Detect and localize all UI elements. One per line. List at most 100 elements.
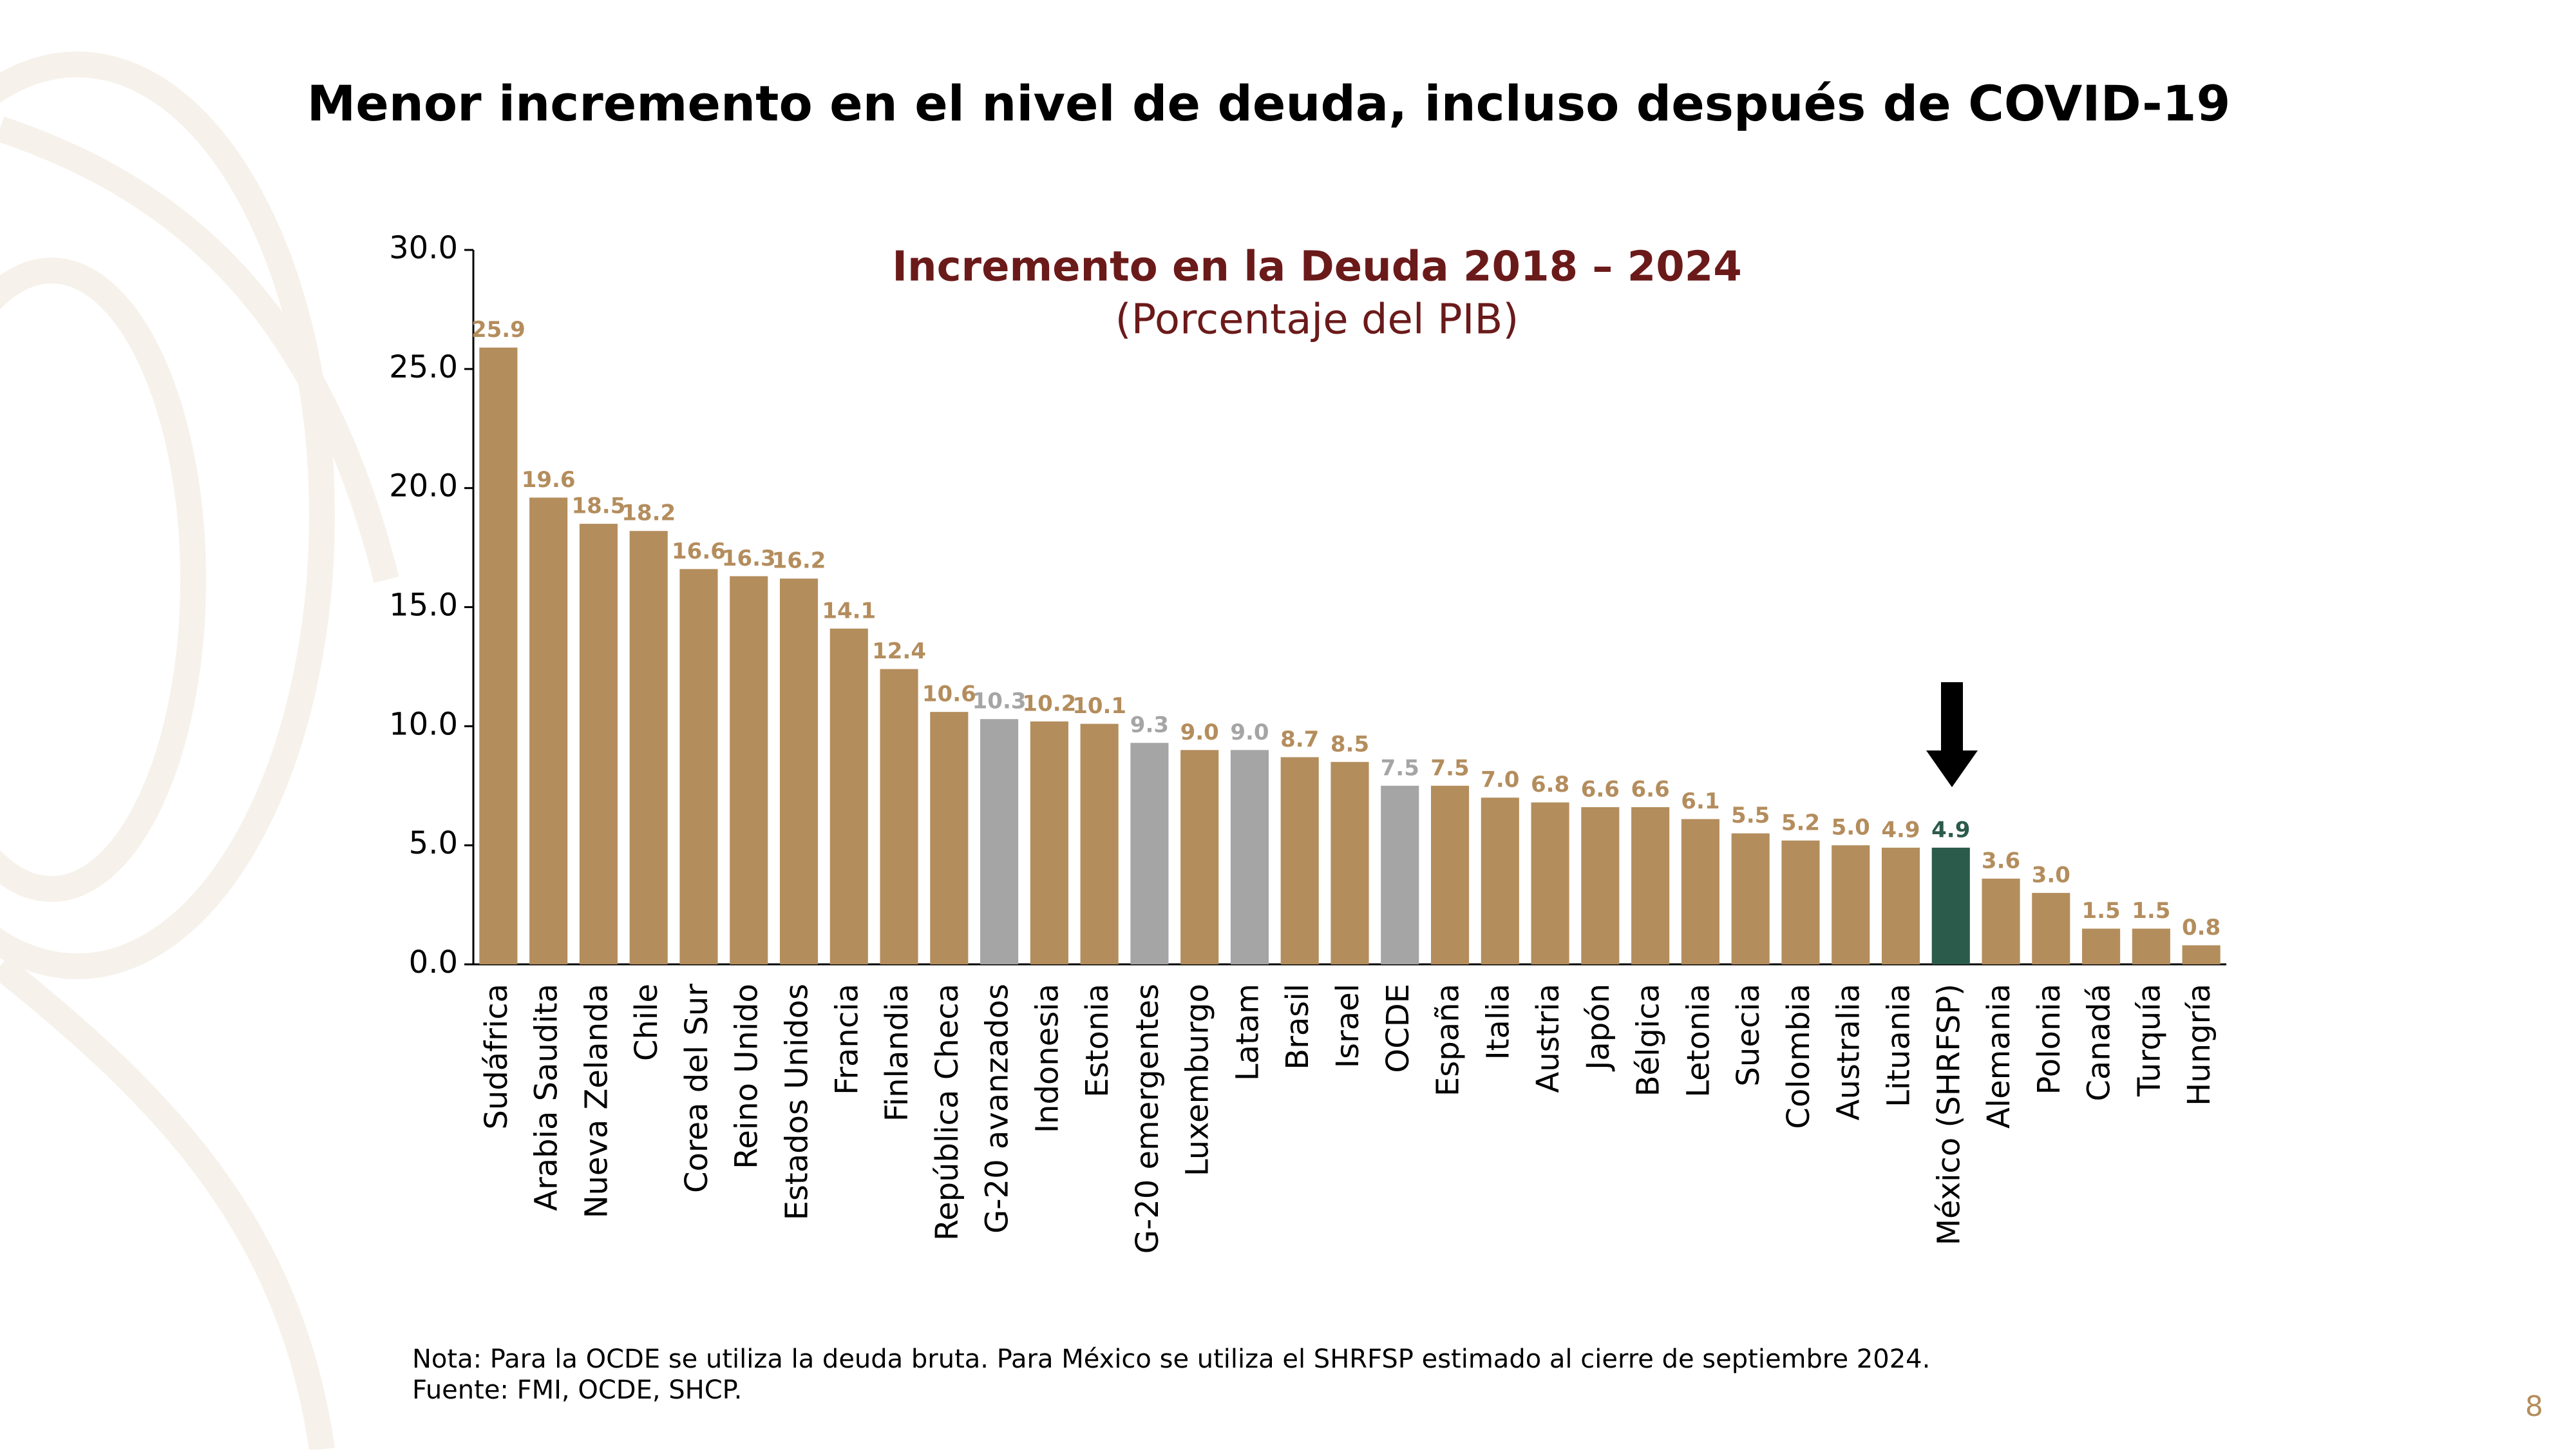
x-tick-label: Chile <box>629 984 665 1061</box>
bar <box>1180 750 1219 964</box>
x-tick-label: Bélgica <box>1631 984 1667 1096</box>
value-label: 18.2 <box>621 501 676 526</box>
x-tick-label: Polonia <box>2031 984 2067 1094</box>
value-label: 16.3 <box>722 546 776 571</box>
bar <box>1080 723 1119 964</box>
value-label: 3.0 <box>2032 863 2070 888</box>
background-pattern <box>0 52 399 1451</box>
bar <box>2132 928 2170 964</box>
bar <box>1280 757 1319 964</box>
value-label: 16.6 <box>672 539 726 564</box>
x-tick-label: Arabia Saudita <box>529 984 565 1211</box>
value-label: 10.2 <box>1022 691 1076 716</box>
value-label: 7.5 <box>1430 755 1469 781</box>
value-label: 6.1 <box>1681 788 1719 814</box>
bar <box>880 669 918 964</box>
value-label: 5.0 <box>1832 815 1870 841</box>
bar <box>1982 878 2020 964</box>
value-label: 1.5 <box>2081 898 2120 924</box>
bar <box>1030 721 1068 964</box>
bar <box>679 569 718 964</box>
arrow-head <box>1926 750 1978 787</box>
bar <box>1331 761 1369 964</box>
bar <box>829 628 868 964</box>
x-tick-label: Japón <box>1580 984 1616 1072</box>
x-tick-label: México (SHRFSP) <box>1931 984 1967 1245</box>
value-label: 8.7 <box>1280 727 1319 752</box>
slide-title: Menor incremento en el nivel de deuda, i… <box>307 75 2231 132</box>
x-tick-label: Austria <box>1530 984 1566 1093</box>
x-tick-label: Reino Unido <box>729 984 765 1169</box>
bar <box>1381 785 1419 964</box>
value-label: 4.9 <box>1881 817 1920 843</box>
y-tick-label: 5.0 <box>409 825 458 861</box>
chart-title: Incremento en la Deuda 2018 – 2024 <box>892 244 1742 291</box>
y-tick-label: 25.0 <box>389 349 458 385</box>
y-tick-label: 30.0 <box>389 230 458 266</box>
x-tick-label: Nueva Zelanda <box>578 984 614 1218</box>
bar <box>1581 807 1620 964</box>
chart-subtitle: (Porcentaje del PIB) <box>1115 296 1519 344</box>
x-tick-label: OCDE <box>1380 984 1416 1073</box>
bar <box>1931 847 1970 964</box>
x-tick-label: Lituania <box>1880 984 1917 1107</box>
bar <box>629 531 668 964</box>
bar <box>1781 840 1820 964</box>
value-label: 3.6 <box>1982 848 2020 874</box>
bar <box>730 576 768 964</box>
value-label: 10.1 <box>1072 693 1126 719</box>
x-tick-label: Canadá <box>2081 984 2117 1102</box>
bar <box>1681 819 1719 964</box>
bar <box>779 578 819 964</box>
bar <box>1430 785 1470 964</box>
value-label: 6.6 <box>1581 777 1620 803</box>
bar <box>2182 945 2221 964</box>
value-label: 0.8 <box>2182 915 2221 941</box>
bar <box>529 497 568 964</box>
x-tick-label: Letonia <box>1680 984 1716 1098</box>
arrow <box>1926 682 1978 787</box>
x-tick-label: G-20 avanzados <box>980 984 1016 1234</box>
x-tick-label: Estonia <box>1079 984 1115 1098</box>
value-label: 25.9 <box>471 317 526 343</box>
value-label: 18.5 <box>571 493 625 519</box>
x-tick-label: Indonesia <box>1029 984 1065 1133</box>
value-label: 6.6 <box>1631 777 1670 803</box>
x-tick-label: República Checa <box>929 984 965 1241</box>
value-label: 6.8 <box>1531 772 1569 798</box>
x-tick-label: Estados Unidos <box>779 984 815 1220</box>
bar <box>930 712 969 964</box>
arrow-shaft <box>1941 682 1963 753</box>
x-tick-label: Luxemburgo <box>1180 984 1216 1176</box>
value-label: 9.0 <box>1180 720 1219 745</box>
bar <box>1881 847 1920 964</box>
bar <box>579 524 618 964</box>
x-tick-label: G-20 emergentes <box>1130 984 1166 1254</box>
value-label: 12.4 <box>872 638 926 664</box>
value-label: 7.5 <box>1381 755 1419 781</box>
value-label: 9.3 <box>1130 712 1169 738</box>
bar <box>1130 743 1169 964</box>
value-label: 10.6 <box>922 682 976 707</box>
bar <box>1631 807 1670 964</box>
value-label: 8.5 <box>1331 731 1369 757</box>
bar <box>2082 928 2121 964</box>
x-tick-label: Colombia <box>1781 984 1817 1129</box>
x-tick-label: Finlandia <box>879 984 915 1122</box>
x-tick-label: Francia <box>829 984 865 1095</box>
value-label: 19.6 <box>522 467 576 493</box>
x-tick-label: Israel <box>1330 984 1366 1068</box>
x-tick-label: Turquía <box>2131 984 2167 1097</box>
x-tick-label: Corea del Sur <box>679 984 715 1193</box>
bar <box>1230 750 1269 964</box>
x-tick-label: Sudáfrica <box>478 984 515 1130</box>
y-tick-label: 0.0 <box>409 944 458 980</box>
value-label: 5.5 <box>1731 803 1770 828</box>
x-tick-label: Latam <box>1229 984 1265 1081</box>
bar <box>980 719 1019 964</box>
y-tick-label: 15.0 <box>389 587 458 624</box>
value-label: 1.5 <box>2132 898 2170 924</box>
value-label: 4.9 <box>1931 817 1970 843</box>
